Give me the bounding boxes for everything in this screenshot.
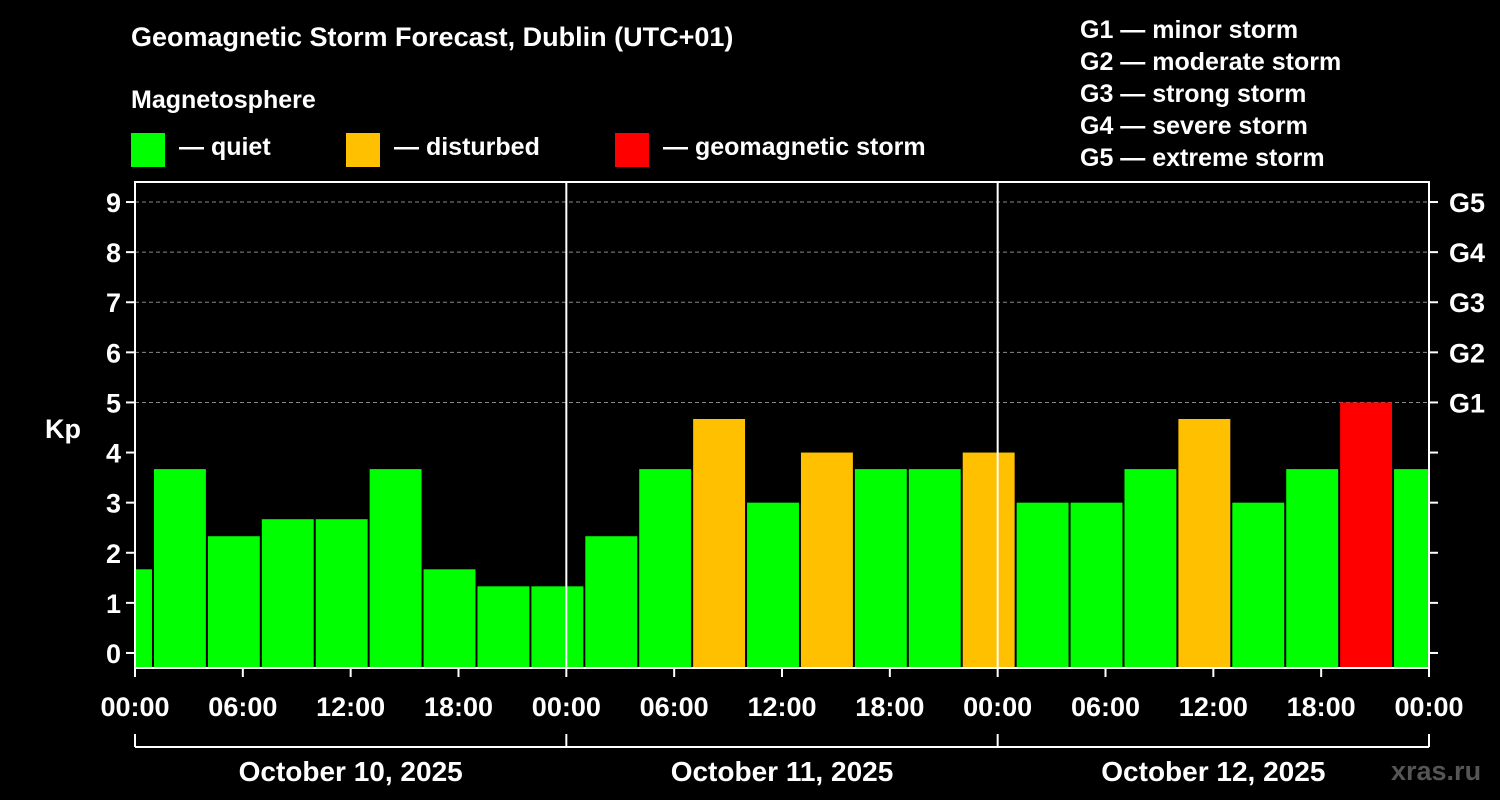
bar-3 (261, 519, 314, 668)
x-tick-label-11: 18:00 (1287, 692, 1356, 722)
bar-1 (153, 469, 206, 668)
bar-15 (908, 469, 961, 668)
x-tick-label-2: 12:00 (316, 692, 385, 722)
legend-label-storm: — geomagnetic storm (663, 132, 926, 161)
legend-swatch-quiet (131, 133, 165, 167)
y-tick-label-7: 7 (106, 288, 121, 318)
y-tick-label-1: 1 (106, 589, 121, 619)
legend-item-quiet: — quiet (131, 133, 271, 167)
x-tick-label-8: 00:00 (963, 692, 1032, 722)
x-tick-label-6: 12:00 (747, 692, 816, 722)
right-axis-label-g1: G1 (1449, 388, 1485, 418)
scale-item-g5: G5 — extreme storm (1080, 144, 1325, 172)
x-tick-label-1: 06:00 (208, 692, 277, 722)
y-tick-label-0: 0 (106, 639, 121, 669)
bar-0 (135, 569, 152, 668)
x-tick-label-7: 18:00 (855, 692, 924, 722)
legend-item-disturbed: — disturbed (346, 133, 540, 167)
right-axis-label-g3: G3 (1449, 288, 1485, 318)
bar-24 (1394, 469, 1429, 668)
bar-2 (207, 536, 260, 668)
bar-6 (423, 569, 476, 668)
storm-scale-legend: G1 — minor storm G2 — moderate storm G3 … (1080, 14, 1341, 174)
bar-21 (1232, 502, 1285, 668)
day-label-1: October 11, 2025 (671, 756, 894, 787)
y-axis-label: Kp (45, 414, 81, 444)
bar-11 (693, 418, 746, 668)
y-tick-label-3: 3 (106, 489, 121, 519)
x-tick-label-12: 00:00 (1394, 692, 1463, 722)
bar-7 (477, 586, 530, 668)
legend-label-disturbed: — disturbed (394, 132, 540, 161)
legend-subtitle: Magnetosphere (131, 86, 316, 114)
bar-20 (1178, 418, 1231, 668)
scale-item-g1: G1 — minor storm (1080, 16, 1299, 44)
bar-8 (531, 586, 584, 668)
bar-13 (800, 452, 853, 668)
y-tick-label-4: 4 (106, 439, 121, 469)
legend-item-storm: — geomagnetic storm (615, 133, 926, 167)
right-axis-label-g4: G4 (1449, 238, 1485, 268)
bar-23 (1340, 402, 1393, 668)
y-tick-label-9: 9 (106, 188, 121, 218)
bar-5 (369, 469, 422, 668)
x-tick-label-5: 06:00 (640, 692, 709, 722)
legend-swatch-disturbed (346, 133, 380, 167)
day-label-0: October 10, 2025 (239, 756, 463, 787)
scale-item-g4: G4 — severe storm (1080, 112, 1308, 140)
watermark: xras.ru (1391, 756, 1482, 786)
chart-title: Geomagnetic Storm Forecast, Dublin (UTC+… (131, 22, 734, 52)
bar-14 (854, 469, 907, 668)
right-axis-label-g5: G5 (1449, 188, 1485, 218)
x-tick-label-3: 18:00 (424, 692, 493, 722)
y-tick-label-6: 6 (106, 338, 121, 368)
x-tick-label-4: 00:00 (532, 692, 601, 722)
y-tick-label-2: 2 (106, 539, 121, 569)
x-tick-label-0: 00:00 (100, 692, 169, 722)
x-tick-label-10: 12:00 (1179, 692, 1248, 722)
bar-10 (639, 469, 692, 668)
bar-17 (1016, 502, 1069, 668)
bar-18 (1070, 502, 1123, 668)
day-label-2: October 12, 2025 (1101, 756, 1325, 787)
bar-4 (315, 519, 368, 668)
y-tick-label-5: 5 (106, 388, 121, 418)
bar-12 (747, 502, 799, 668)
x-tick-label-9: 06:00 (1071, 692, 1140, 722)
right-axis-label-g2: G2 (1449, 338, 1485, 368)
legend-swatch-storm (615, 133, 649, 167)
bar-22 (1286, 469, 1339, 668)
scale-item-g2: G2 — moderate storm (1080, 48, 1342, 76)
bar-19 (1124, 469, 1177, 668)
y-tick-label-8: 8 (106, 238, 121, 268)
legend-label-quiet: — quiet (179, 132, 271, 161)
bar-9 (585, 536, 638, 668)
scale-item-g3: G3 — strong storm (1080, 80, 1307, 108)
bar-16 (962, 452, 1015, 668)
